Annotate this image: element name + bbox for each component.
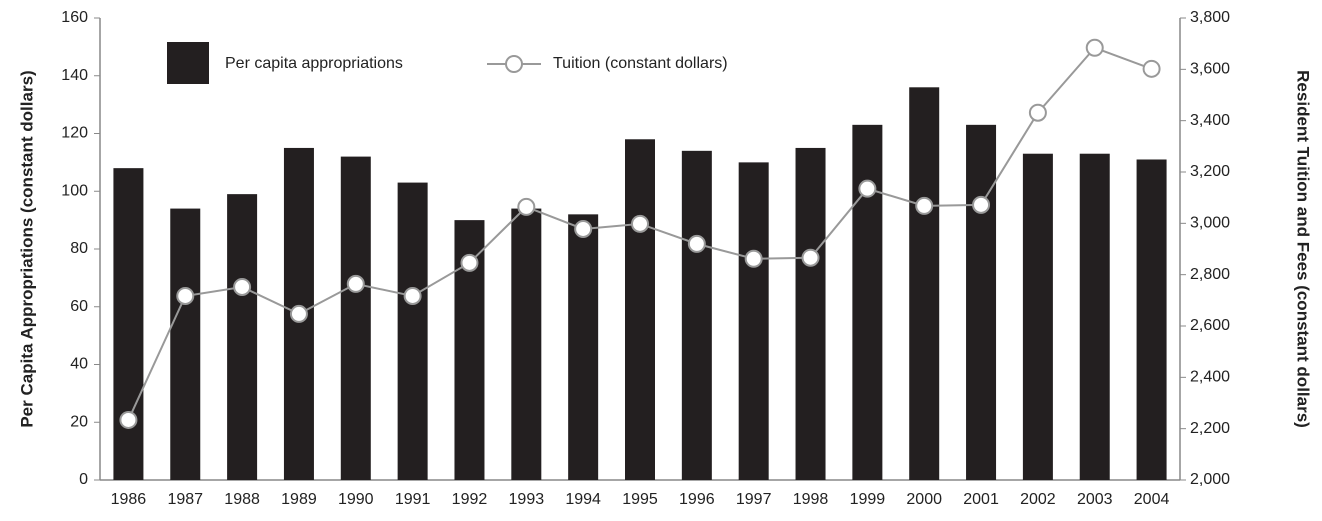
- y2-tick-label: 2,000: [1190, 471, 1230, 488]
- marker: [687, 234, 706, 253]
- x-tick-label: 1998: [793, 491, 829, 508]
- marker: [972, 195, 991, 214]
- y-tick-label: 60: [70, 298, 88, 315]
- y2-tick-label: 2,400: [1190, 369, 1230, 386]
- x-tick-label: 1993: [509, 491, 545, 508]
- y2-tick-label: 3,800: [1190, 9, 1230, 26]
- y2-tick-label: 3,400: [1190, 112, 1230, 129]
- marker: [915, 196, 934, 215]
- x-tick-label: 2002: [1020, 491, 1056, 508]
- x-tick-label: 1994: [565, 491, 601, 508]
- marker: [403, 286, 422, 305]
- legend-marker: [505, 55, 523, 73]
- marker: [574, 219, 593, 238]
- x-tick-label: 2004: [1134, 491, 1170, 508]
- bar: [227, 194, 258, 480]
- x-tick-label: 1990: [338, 491, 374, 508]
- marker: [289, 304, 308, 323]
- y-tick-label: 0: [79, 471, 88, 488]
- x-tick-label: 1986: [111, 491, 147, 508]
- bar: [1022, 153, 1053, 480]
- y-tick-label: 160: [61, 9, 88, 26]
- marker: [119, 410, 138, 429]
- marker: [233, 277, 252, 296]
- y2-tick-label: 2,200: [1190, 420, 1230, 437]
- y-tick-label: 120: [61, 125, 88, 142]
- y2-tick-label: 3,600: [1190, 61, 1230, 78]
- x-tick-label: 2001: [963, 491, 999, 508]
- bar: [625, 139, 655, 480]
- marker: [176, 286, 195, 305]
- y2-tick-label: 2,800: [1190, 266, 1230, 283]
- marker: [744, 249, 763, 268]
- bar: [170, 208, 201, 480]
- marker: [631, 214, 649, 233]
- bar: [397, 182, 428, 480]
- bar: [1136, 159, 1167, 481]
- x-tick-label: 1987: [167, 491, 203, 508]
- y-axis-title: Per Capita Appropriations (constant doll…: [17, 70, 36, 427]
- marker: [1028, 103, 1047, 122]
- bar: [852, 124, 883, 481]
- y2-tick-label: 2,600: [1190, 317, 1230, 334]
- y2-axis-title: Resident Tuition and Fees (constant doll…: [1294, 70, 1313, 428]
- bar: [909, 87, 940, 481]
- bar: [795, 147, 826, 480]
- y2-tick-label: 3,200: [1190, 163, 1230, 180]
- marker: [460, 253, 479, 272]
- bar: [681, 150, 712, 480]
- x-tick-label: 2003: [1077, 491, 1113, 508]
- bar: [1079, 153, 1110, 480]
- marker: [346, 274, 365, 293]
- bar: [738, 162, 769, 480]
- legend-swatch: [167, 42, 209, 84]
- x-tick-label: 1996: [679, 491, 715, 508]
- marker: [801, 248, 820, 267]
- x-tick-label: 1997: [736, 491, 772, 508]
- y-tick-label: 20: [70, 413, 88, 430]
- bar: [340, 156, 371, 480]
- bar: [568, 214, 599, 480]
- x-tick-label: 1999: [850, 491, 886, 508]
- x-tick-label: 2000: [906, 491, 942, 508]
- x-tick-label: 1989: [281, 491, 317, 508]
- x-tick-label: 1995: [622, 491, 658, 508]
- marker: [1085, 38, 1104, 57]
- y-tick-label: 80: [70, 240, 88, 257]
- y2-tick-label: 3,000: [1190, 215, 1230, 232]
- x-tick-label: 1992: [452, 491, 488, 508]
- bar: [113, 168, 144, 480]
- marker: [1142, 59, 1161, 78]
- legend-label: Per capita appropriations: [225, 55, 403, 72]
- x-tick-label: 1988: [224, 491, 260, 508]
- marker: [517, 197, 536, 216]
- x-tick-label: 1991: [395, 491, 431, 508]
- legend-label: Tuition (constant dollars): [553, 55, 728, 72]
- y-tick-label: 100: [61, 182, 88, 199]
- marker: [858, 179, 877, 198]
- y-tick-label: 40: [70, 356, 88, 373]
- y-tick-label: 140: [61, 67, 88, 84]
- bar: [966, 124, 997, 481]
- bar: [511, 208, 542, 480]
